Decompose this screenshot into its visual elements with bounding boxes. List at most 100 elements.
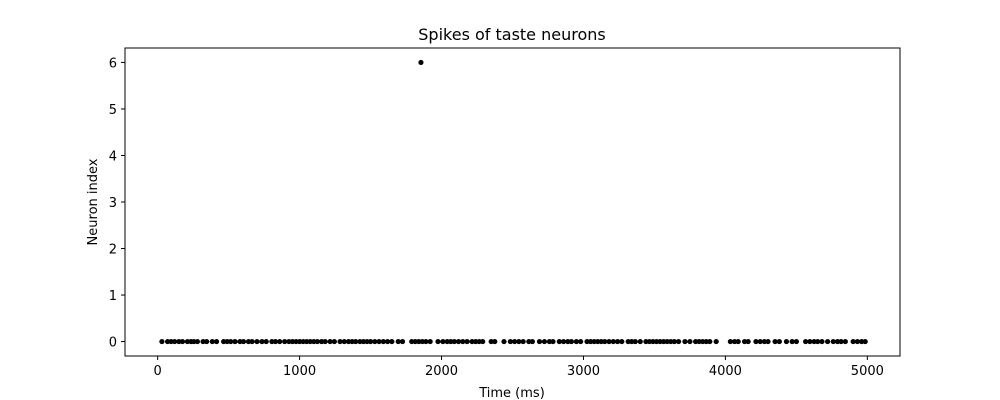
spike-point bbox=[854, 338, 861, 345]
spike-point bbox=[602, 338, 608, 345]
spike-point bbox=[707, 338, 713, 345]
spike-point bbox=[464, 338, 470, 345]
spike-point bbox=[850, 338, 856, 345]
spike-point bbox=[507, 338, 513, 345]
y-tick-label: 5 bbox=[109, 103, 117, 118]
spike-point bbox=[277, 338, 283, 345]
spike-point bbox=[460, 338, 466, 345]
spike-point bbox=[249, 338, 255, 345]
spike-point bbox=[789, 338, 795, 345]
spike-point bbox=[399, 338, 406, 345]
spike-point bbox=[842, 338, 848, 345]
spike-point bbox=[516, 338, 522, 345]
plot-area-frame bbox=[124, 47, 901, 357]
spike-point bbox=[529, 338, 535, 345]
spike-point bbox=[259, 338, 265, 345]
spike-point bbox=[682, 338, 688, 345]
x-tick-label: 4000 bbox=[709, 364, 742, 379]
spike-point bbox=[440, 338, 446, 345]
spike-point bbox=[435, 338, 441, 345]
spike-point bbox=[765, 338, 771, 345]
spike-point bbox=[341, 338, 347, 345]
x-tick-label: 5000 bbox=[851, 364, 884, 379]
spike-point bbox=[327, 338, 333, 345]
y-tick-label: 4 bbox=[109, 149, 117, 164]
spike-point bbox=[501, 338, 507, 345]
spike-point bbox=[159, 338, 165, 345]
spike-point bbox=[194, 338, 200, 345]
spike-point bbox=[862, 338, 868, 345]
spike-point bbox=[560, 338, 567, 345]
spike-point bbox=[772, 338, 778, 345]
spike-point bbox=[423, 338, 429, 345]
y-tick-label: 2 bbox=[109, 243, 117, 258]
spike-point bbox=[455, 338, 462, 345]
chart-title: Spikes of taste neurons bbox=[418, 25, 605, 44]
spike-point bbox=[632, 338, 638, 345]
spike-point bbox=[550, 338, 556, 345]
spike-point bbox=[520, 338, 526, 345]
spike-point bbox=[745, 338, 751, 345]
spike-point bbox=[380, 338, 386, 345]
spike-point bbox=[213, 338, 220, 345]
y-axis-label: Neuron index bbox=[86, 158, 101, 245]
spike-point bbox=[687, 338, 693, 345]
x-axis: 0 1000 2000 3000 4000 5000 bbox=[154, 356, 884, 379]
spike-point bbox=[675, 338, 682, 345]
spike-point bbox=[232, 338, 238, 345]
spike-point bbox=[228, 338, 234, 345]
spike-point bbox=[838, 338, 844, 345]
spike-point bbox=[314, 338, 320, 345]
x-tick-label: 0 bbox=[154, 364, 162, 379]
spike-point bbox=[819, 338, 825, 345]
spike-point bbox=[614, 338, 621, 345]
y-tick-label: 6 bbox=[109, 56, 117, 71]
spike-point bbox=[637, 338, 643, 345]
spike-point bbox=[606, 338, 612, 345]
spike-point bbox=[367, 338, 374, 345]
spike-point bbox=[240, 338, 247, 345]
spike-point bbox=[619, 338, 625, 345]
spike-point bbox=[254, 338, 260, 345]
spike-point bbox=[209, 338, 215, 345]
spike-point bbox=[451, 338, 457, 345]
spike-point bbox=[263, 338, 269, 345]
spike-point bbox=[713, 338, 719, 345]
spike-point bbox=[757, 338, 763, 345]
y-tick-label: 1 bbox=[109, 289, 117, 304]
x-tick-label: 1000 bbox=[283, 364, 316, 379]
spike-point bbox=[807, 338, 813, 345]
x-tick-label: 2000 bbox=[425, 364, 458, 379]
spike-point bbox=[536, 338, 543, 345]
spike-point bbox=[204, 338, 210, 345]
spike-point bbox=[753, 338, 759, 345]
spike-point bbox=[179, 338, 186, 345]
spike-point bbox=[418, 59, 424, 66]
spike-point bbox=[610, 338, 616, 345]
spike-point bbox=[573, 338, 579, 345]
spike-point bbox=[815, 338, 821, 345]
y-tick-label: 3 bbox=[109, 196, 117, 211]
spike-point bbox=[783, 338, 790, 345]
x-tick-label: 3000 bbox=[567, 364, 600, 379]
spike-point bbox=[512, 338, 518, 345]
spike-point bbox=[384, 338, 391, 345]
spike-point bbox=[172, 338, 178, 345]
spike-point bbox=[776, 338, 782, 345]
spike-point bbox=[389, 338, 395, 345]
x-axis-label: Time (ms) bbox=[478, 386, 545, 400]
spike-point bbox=[480, 338, 486, 345]
spike-point bbox=[492, 338, 498, 345]
spike-point bbox=[735, 338, 741, 345]
spike-point bbox=[272, 338, 279, 345]
spike-point bbox=[331, 338, 337, 345]
spike-point bbox=[322, 338, 328, 345]
spike-point bbox=[793, 338, 799, 345]
spike-point bbox=[353, 338, 359, 345]
spike-point bbox=[427, 338, 433, 345]
spike-point bbox=[830, 338, 836, 345]
spike-point bbox=[395, 338, 401, 345]
spike-point bbox=[282, 338, 288, 345]
spike-point bbox=[825, 338, 831, 345]
